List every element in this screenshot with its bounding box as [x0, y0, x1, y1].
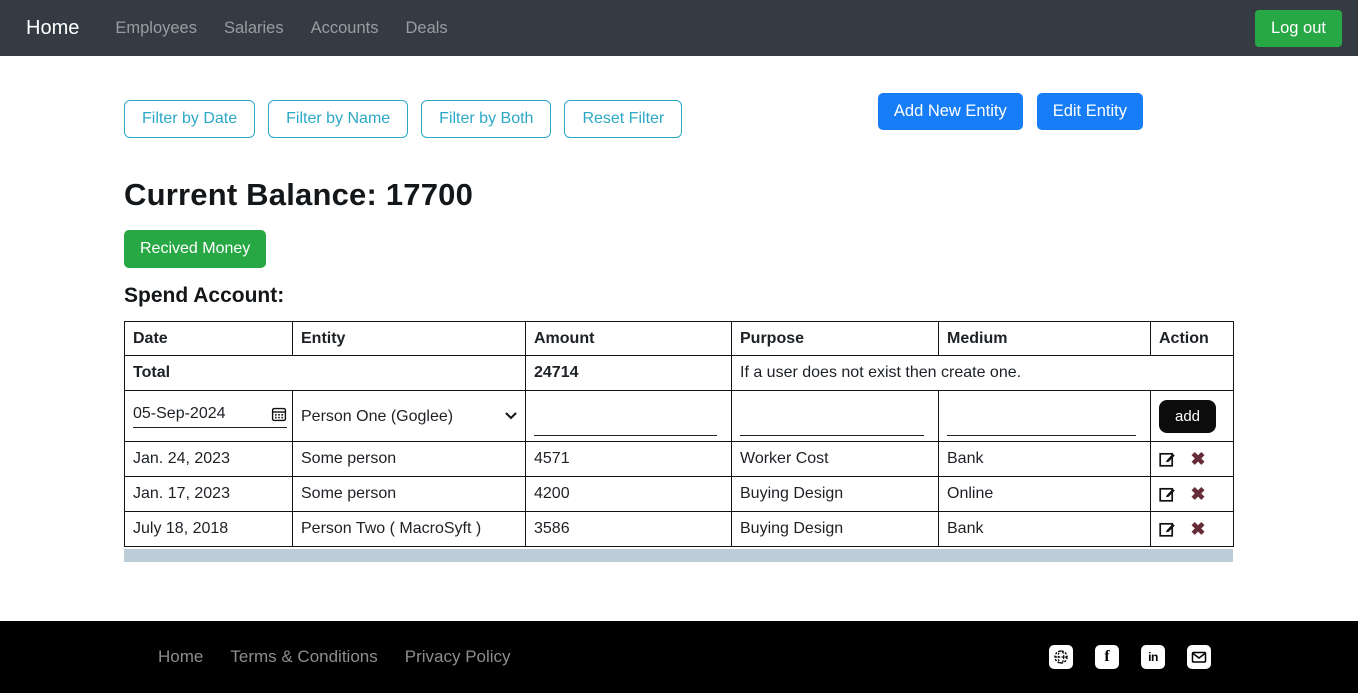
chevron-down-icon	[505, 412, 517, 420]
amount-input[interactable]	[534, 412, 718, 436]
received-money-button[interactable]: Recived Money	[124, 230, 267, 268]
linkedin-icon[interactable]: in	[1141, 645, 1165, 669]
cell-medium: Bank	[938, 511, 1151, 547]
table-row: Jan. 17, 2023 Some person 4200 Buying De…	[124, 476, 1234, 512]
footer-social-icons: f in	[1049, 645, 1211, 669]
entity-select-wrap: Person One (Goglee)	[301, 407, 517, 425]
total-label: Total	[124, 355, 526, 391]
table-row: Jan. 24, 2023 Some person 4571 Worker Co…	[124, 441, 1234, 477]
edit-icon[interactable]	[1159, 451, 1176, 467]
cell-amount: 4571	[525, 441, 732, 477]
horizontal-scrollbar[interactable]	[124, 549, 1233, 562]
new-entry-purpose-cell	[731, 390, 939, 442]
column-header-entity: Entity	[292, 321, 526, 356]
cell-entity: Person Two ( MacroSyft )	[292, 511, 526, 547]
spend-account-heading: Spend Account:	[124, 284, 285, 307]
edit-entity-button[interactable]: Edit Entity	[1036, 93, 1143, 130]
new-entry-action-cell: add	[1150, 390, 1234, 442]
total-note: If a user does not exist then create one…	[731, 355, 1234, 391]
column-header-action: Action	[1150, 321, 1234, 356]
logout-button[interactable]: Log out	[1254, 9, 1342, 47]
balance-value: 17700	[385, 177, 474, 212]
cell-action: ✖	[1150, 476, 1234, 512]
cell-amount: 3586	[525, 511, 732, 547]
table-header-row: Date Entity Amount Purpose Medium Action	[124, 321, 1234, 356]
delete-icon[interactable]: ✖	[1190, 483, 1206, 504]
new-entry-medium-cell	[938, 390, 1151, 442]
filter-by-both-button[interactable]: Filter by Both	[421, 100, 552, 138]
add-button[interactable]: add	[1159, 399, 1217, 433]
date-input[interactable]	[133, 404, 253, 423]
cell-action: ✖	[1150, 441, 1234, 477]
edit-icon[interactable]	[1159, 486, 1176, 502]
footer: Home Terms & Conditions Privacy Policy f…	[0, 621, 1358, 693]
nav-link-employees[interactable]: Employees	[115, 18, 197, 37]
cell-purpose: Buying Design	[731, 511, 939, 547]
new-entry-row: Person One (Goglee)	[124, 390, 1234, 442]
mail-icon[interactable]	[1187, 645, 1211, 669]
purpose-input[interactable]	[740, 412, 925, 436]
balance-label: Current Balance:	[124, 177, 377, 212]
cell-date: July 18, 2018	[124, 511, 293, 547]
footer-link-terms[interactable]: Terms & Conditions	[230, 647, 378, 666]
add-new-entity-button[interactable]: Add New Entity	[877, 93, 1023, 130]
current-balance-heading: Current Balance: 17700	[124, 177, 1233, 213]
nav-link-deals[interactable]: Deals	[405, 18, 448, 37]
column-header-amount: Amount	[525, 321, 732, 356]
edit-icon[interactable]	[1159, 521, 1176, 537]
nav-link-accounts[interactable]: Accounts	[310, 18, 379, 37]
top-navbar: Home Employees Salaries Accounts Deals L…	[0, 0, 1358, 56]
nav-link-salaries[interactable]: Salaries	[223, 18, 284, 37]
cell-purpose: Buying Design	[731, 476, 939, 512]
date-input-wrap	[133, 404, 287, 428]
total-amount: 24714	[525, 355, 732, 391]
facebook-icon[interactable]: f	[1095, 645, 1119, 669]
cell-medium: Bank	[938, 441, 1151, 477]
spend-account-table: Date Entity Amount Purpose Medium Action…	[124, 321, 1234, 547]
new-entry-entity-cell: Person One (Goglee)	[292, 390, 526, 442]
table-row: July 18, 2018 Person Two ( MacroSyft ) 3…	[124, 511, 1234, 547]
medium-input[interactable]	[947, 412, 1137, 436]
cell-purpose: Worker Cost	[731, 441, 939, 477]
delete-icon[interactable]: ✖	[1190, 448, 1206, 469]
filter-by-date-button[interactable]: Filter by Date	[124, 100, 256, 138]
delete-icon[interactable]: ✖	[1190, 518, 1206, 539]
cell-entity: Some person	[292, 441, 526, 477]
globe-icon[interactable]	[1049, 645, 1073, 669]
cell-action: ✖	[1150, 511, 1234, 547]
column-header-medium: Medium	[938, 321, 1151, 356]
toolbar: Filter by Date Filter by Name Filter by …	[124, 93, 1233, 138]
cell-date: Jan. 24, 2023	[124, 441, 293, 477]
footer-links: Home Terms & Conditions Privacy Policy	[158, 647, 511, 667]
new-entry-date-cell	[124, 390, 293, 442]
filter-buttons: Filter by Date Filter by Name Filter by …	[124, 100, 683, 138]
main-content: Filter by Date Filter by Name Filter by …	[124, 56, 1234, 562]
column-header-purpose: Purpose	[731, 321, 939, 356]
nav-links: Employees Salaries Accounts Deals	[115, 19, 447, 38]
footer-link-privacy[interactable]: Privacy Policy	[404, 647, 511, 666]
new-entry-amount-cell	[525, 390, 732, 442]
entity-select[interactable]: Person One (Goglee)	[301, 407, 491, 425]
cell-amount: 4200	[525, 476, 732, 512]
column-header-date: Date	[124, 321, 293, 356]
cell-entity: Some person	[292, 476, 526, 512]
entity-buttons: Add New Entity Edit Entity	[877, 93, 1143, 130]
calendar-icon[interactable]	[271, 406, 287, 422]
total-row: Total 24714 If a user does not exist the…	[124, 355, 1234, 391]
footer-link-home[interactable]: Home	[158, 647, 204, 666]
cell-date: Jan. 17, 2023	[124, 476, 293, 512]
brand-home[interactable]: Home	[26, 16, 80, 39]
filter-by-name-button[interactable]: Filter by Name	[268, 100, 409, 138]
reset-filter-button[interactable]: Reset Filter	[564, 100, 683, 138]
cell-medium: Online	[938, 476, 1151, 512]
